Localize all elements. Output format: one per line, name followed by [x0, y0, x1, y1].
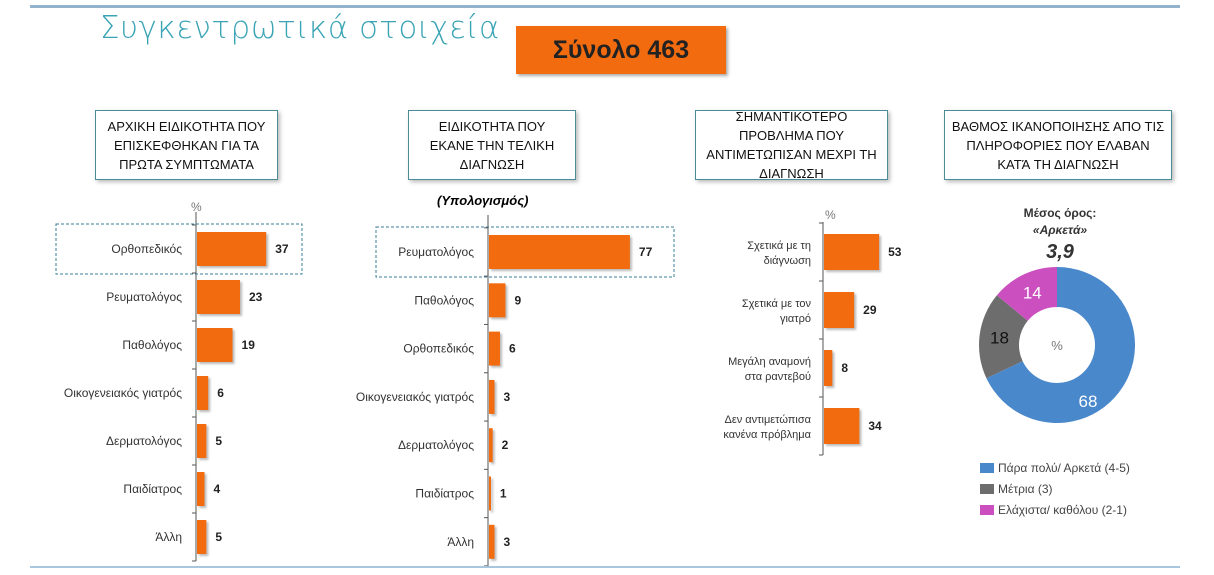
- page-title: Συγκεντρωτικά στοιχεία: [100, 10, 500, 46]
- bar: [489, 428, 493, 463]
- total-badge: Σύνολο 463: [516, 26, 726, 74]
- legend-item: Μέτρια (3): [980, 478, 1130, 499]
- legend-label: Ελάχιστα/ καθόλου (2-1): [998, 502, 1127, 517]
- category-label: Μεγάλη αναμονή: [728, 356, 811, 368]
- bar: [489, 331, 500, 366]
- data-label: 23: [249, 290, 263, 304]
- category-label: γιατρό: [780, 313, 811, 325]
- donut-slice: [979, 295, 1028, 379]
- data-label: 4: [213, 482, 220, 496]
- data-label: 6: [509, 342, 516, 356]
- donut-slice: [986, 267, 1135, 423]
- category-label: Άλλη: [447, 535, 474, 549]
- category-label: Παιδίατρος: [415, 487, 474, 501]
- bar: [197, 328, 233, 362]
- slice-label: 18: [990, 329, 1009, 348]
- category-label: Ορθοπεδικός: [111, 242, 182, 256]
- bottom-rule: [30, 566, 1180, 568]
- legend-swatch: [980, 504, 994, 515]
- data-label: 37: [275, 242, 289, 256]
- category-label: Παθολόγος: [122, 338, 182, 352]
- data-label: 1: [500, 487, 507, 501]
- bar: [824, 292, 855, 328]
- bar: [197, 280, 241, 314]
- category-label: Δερματολόγος: [106, 434, 182, 448]
- data-label: 9: [514, 293, 521, 307]
- category-label: Σχετικά με τη: [747, 240, 811, 252]
- category-label: Ορθοπεδικός: [403, 342, 474, 356]
- mean-block: Μέσος όρος: «Αρκετά» 3,9: [990, 205, 1130, 265]
- category-label: Παιδίατρος: [123, 482, 182, 496]
- data-label: 8: [841, 361, 848, 375]
- data-label: 53: [888, 245, 902, 259]
- header-initial-specialty: ΑΡΧΙΚΗ ΕΙΔΙΚΟΤΗΤΑ ΠΟΥ ΕΠΙΣΚΕΦΘΗΚΑΝ ΓΙΑ Τ…: [95, 110, 278, 180]
- mean-value: 3,9: [1046, 241, 1074, 263]
- highlight-box: [375, 226, 675, 278]
- category-label: Ρευματολόγος: [106, 290, 182, 304]
- bar: [489, 235, 630, 269]
- bar: [197, 232, 267, 266]
- legend-swatch: [980, 483, 994, 494]
- category-label: Σχετικά με τον: [742, 298, 812, 310]
- data-label: 77: [639, 245, 653, 259]
- highlight-box: [55, 223, 303, 275]
- data-label: 3: [503, 390, 510, 404]
- data-label: 3: [503, 535, 510, 549]
- category-label: κανένα πρόβλημα: [723, 429, 811, 441]
- chart3-unit: %: [825, 208, 836, 222]
- data-label: 19: [242, 338, 256, 352]
- bar: [489, 476, 491, 511]
- donut-center-label: %: [1051, 338, 1063, 353]
- header-final-specialty: ΕΙΔΙΚΟΤΗΤΑ ΠΟΥ ΕΚΑΝΕ ΤΗΝ ΤΕΛΙΚΗ ΔΙΑΓΝΩΣΗ: [408, 110, 576, 180]
- header-satisfaction: ΒΑΘΜΟΣ ΙΚΑΝΟΠΟΙΗΣΗΣ ΑΠΟ ΤΙΣ ΠΛΗΡΟΦΟΡΙΕΣ …: [944, 110, 1172, 180]
- legend-label: Μέτρια (3): [998, 481, 1053, 496]
- donut-slice: [996, 267, 1057, 321]
- legend-item: Πάρα πολύ/ Αρκετά (4-5): [980, 457, 1130, 478]
- bar: [197, 376, 209, 410]
- bar: [824, 350, 833, 386]
- bar: [489, 524, 495, 559]
- top-rule: [30, 5, 1180, 8]
- category-label: διάγνωση: [764, 255, 811, 267]
- mean-label: Μέσος όρος:: [1023, 206, 1097, 220]
- calc-subtitle: (Υπολογισμός): [437, 193, 529, 208]
- slice-label: 68: [1079, 392, 1098, 411]
- category-label: Δεν αντιμετώπισα: [724, 414, 811, 426]
- category-label: Οικογενειακός γιατρός: [64, 386, 182, 400]
- category-label: Δερματολόγος: [398, 438, 474, 452]
- data-label: 5: [215, 434, 222, 448]
- bar: [197, 520, 207, 554]
- slice-label: 14: [1023, 284, 1042, 303]
- category-label: Ρευματολόγος: [398, 245, 474, 259]
- header-main-problem: ΣΗΜΑΝΤΙΚΟΤΕΡΟ ΠΡΟΒΛΗΜΑ ΠΟΥ ΑΝΤΙΜΕΤΩΠΙΣΑΝ…: [695, 109, 888, 181]
- bar: [824, 408, 860, 444]
- bar: [489, 283, 506, 318]
- legend-label: Πάρα πολύ/ Αρκετά (4-5): [998, 460, 1130, 475]
- category-label: στα ραντεβού: [745, 371, 811, 383]
- chart1-unit: %: [191, 200, 202, 214]
- donut-legend: Πάρα πολύ/ Αρκετά (4-5) Μέτρια (3) Ελάχι…: [980, 457, 1130, 520]
- bar: [489, 379, 495, 414]
- data-label: 34: [868, 419, 882, 433]
- data-label: 2: [502, 438, 509, 452]
- bar: [197, 472, 205, 506]
- data-label: 29: [863, 303, 877, 317]
- data-label: 5: [215, 530, 222, 544]
- category-label: Οικογενειακός γιατρός: [356, 390, 474, 404]
- legend-item: Ελάχιστα/ καθόλου (2-1): [980, 499, 1130, 520]
- category-label: Άλλη: [155, 530, 182, 544]
- mean-word: «Αρκετά»: [1032, 223, 1088, 237]
- data-label: 6: [217, 386, 224, 400]
- legend-swatch: [980, 462, 994, 473]
- bar: [824, 234, 880, 270]
- category-label: Παθολόγος: [414, 293, 474, 307]
- bar: [197, 424, 207, 458]
